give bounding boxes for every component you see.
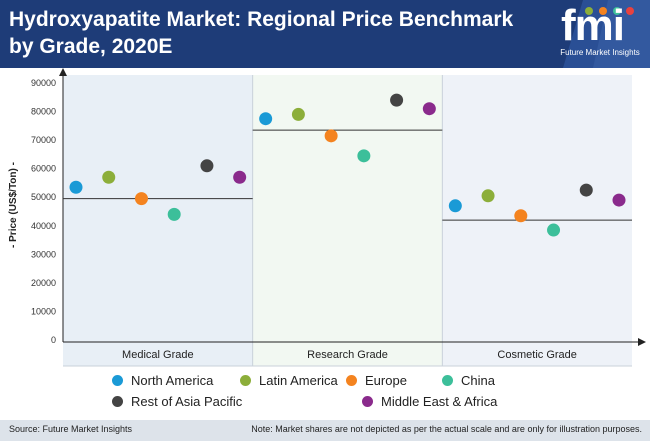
- data-point: [422, 102, 436, 116]
- legend-swatch: [346, 375, 357, 386]
- legend-label: Middle East & Africa: [381, 394, 498, 409]
- data-point: [167, 207, 181, 221]
- legend-swatch: [240, 375, 251, 386]
- x-axis-arrow-icon: [638, 338, 646, 346]
- chart-footer: Source: Future Market Insights Note: Mar…: [0, 420, 650, 441]
- data-point: [102, 170, 116, 184]
- category-band: [252, 75, 443, 366]
- y-tick-label: 0: [51, 335, 56, 345]
- y-tick-label: 90000: [31, 78, 56, 88]
- y-tick-label: 70000: [31, 135, 56, 145]
- data-point: [291, 107, 305, 121]
- data-point: [612, 193, 626, 207]
- data-point: [134, 192, 148, 206]
- data-point: [357, 149, 371, 163]
- data-point: [390, 93, 404, 107]
- x-tick-label: Medical Grade: [122, 349, 194, 361]
- y-tick-label: 10000: [31, 306, 56, 316]
- logo-subtitle: Future Market Insights: [560, 48, 640, 57]
- data-point: [514, 209, 528, 223]
- y-tick-label: 30000: [31, 249, 56, 259]
- disclaimer-note: Note: Market shares are not depicted as …: [251, 424, 642, 434]
- y-axis-arrow-icon: [59, 68, 67, 76]
- legend-swatch: [112, 375, 123, 386]
- legend-label: North America: [131, 373, 214, 388]
- x-tick-label: Cosmetic Grade: [497, 349, 576, 361]
- legend-label: Rest of Asia Pacific: [131, 394, 243, 409]
- y-axis-label: - Price (US$/Ton) -: [8, 162, 19, 248]
- x-tick-label: Research Grade: [307, 349, 388, 361]
- legend-item: Rest of Asia Pacific: [112, 394, 242, 409]
- legend-item: Latin America: [240, 373, 338, 388]
- legend-item: Europe: [346, 373, 407, 388]
- category-band: [63, 75, 253, 366]
- data-point: [448, 199, 462, 213]
- legend-swatch: [442, 375, 453, 386]
- logo-text: fmi: [561, 1, 625, 50]
- data-point: [259, 112, 273, 126]
- legend-item: North America: [112, 373, 213, 388]
- y-tick-label: 60000: [31, 164, 56, 174]
- data-point: [579, 183, 593, 197]
- y-tick-label: 40000: [31, 221, 56, 231]
- legend-swatch: [112, 396, 123, 407]
- chart-legend: North America Latin America Europe China Res…: [112, 373, 542, 417]
- logo-dots-icon: [585, 7, 634, 15]
- chart-title: Hydroxyapatite Market: Regional Price Be…: [9, 8, 514, 58]
- chart-plot: 0 10000 20000 30000 40000 50000 60000 70000 8000…: [8, 68, 646, 367]
- data-point: [547, 223, 561, 237]
- source-note: Source: Future Market Insights: [9, 424, 133, 434]
- y-tick-label: 50000: [31, 192, 56, 202]
- data-point: [481, 189, 495, 203]
- data-point: [200, 159, 214, 173]
- data-point: [69, 180, 83, 194]
- y-tick-label: 80000: [31, 107, 56, 117]
- legend-item: China: [442, 373, 495, 388]
- chart-header: Hydroxyapatite Market: Regional Price Be…: [0, 0, 650, 68]
- data-point: [324, 129, 338, 143]
- legend-item: Middle East & Africa: [362, 394, 497, 409]
- legend-label: Latin America: [259, 373, 338, 388]
- logo-backdrop-icon: [563, 0, 650, 68]
- legend-swatch: [362, 396, 373, 407]
- data-point: [233, 170, 247, 184]
- legend-label: Europe: [365, 373, 407, 388]
- legend-label: China: [461, 373, 495, 388]
- y-tick-label: 20000: [31, 278, 56, 288]
